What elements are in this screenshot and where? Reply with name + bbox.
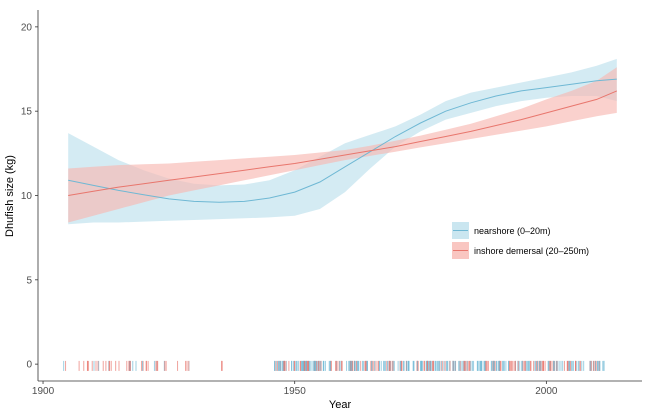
legend: nearshore (0–20m) inshore demersal (20–25…	[452, 222, 589, 259]
legend-label-1: inshore demersal (20–250m)	[474, 246, 589, 256]
y-axis-title: Dhufish size (kg)	[4, 155, 16, 237]
x-tick-label-1950: 1950	[284, 386, 307, 397]
y-tick-label-20: 20	[21, 22, 33, 33]
y-tick-label-0: 0	[26, 360, 32, 371]
legend-label-0: nearshore (0–20m)	[474, 226, 551, 236]
ticks: 1900 1950 2000 0 5 10 15 20	[21, 22, 558, 397]
confidence-bands	[68, 58, 617, 225]
y-tick-label-15: 15	[21, 107, 33, 118]
line-0	[68, 78, 617, 203]
x-tick-label-2000: 2000	[535, 386, 558, 397]
x-tick-label-1900: 1900	[32, 386, 55, 397]
x-axis-title: Year	[329, 399, 352, 411]
fitted-lines	[68, 78, 617, 203]
y-tick-label-10: 10	[21, 191, 33, 202]
y-tick-label-5: 5	[26, 275, 32, 286]
rug-marks	[63, 360, 605, 371]
line-1	[68, 90, 617, 196]
band-1	[68, 67, 617, 223]
